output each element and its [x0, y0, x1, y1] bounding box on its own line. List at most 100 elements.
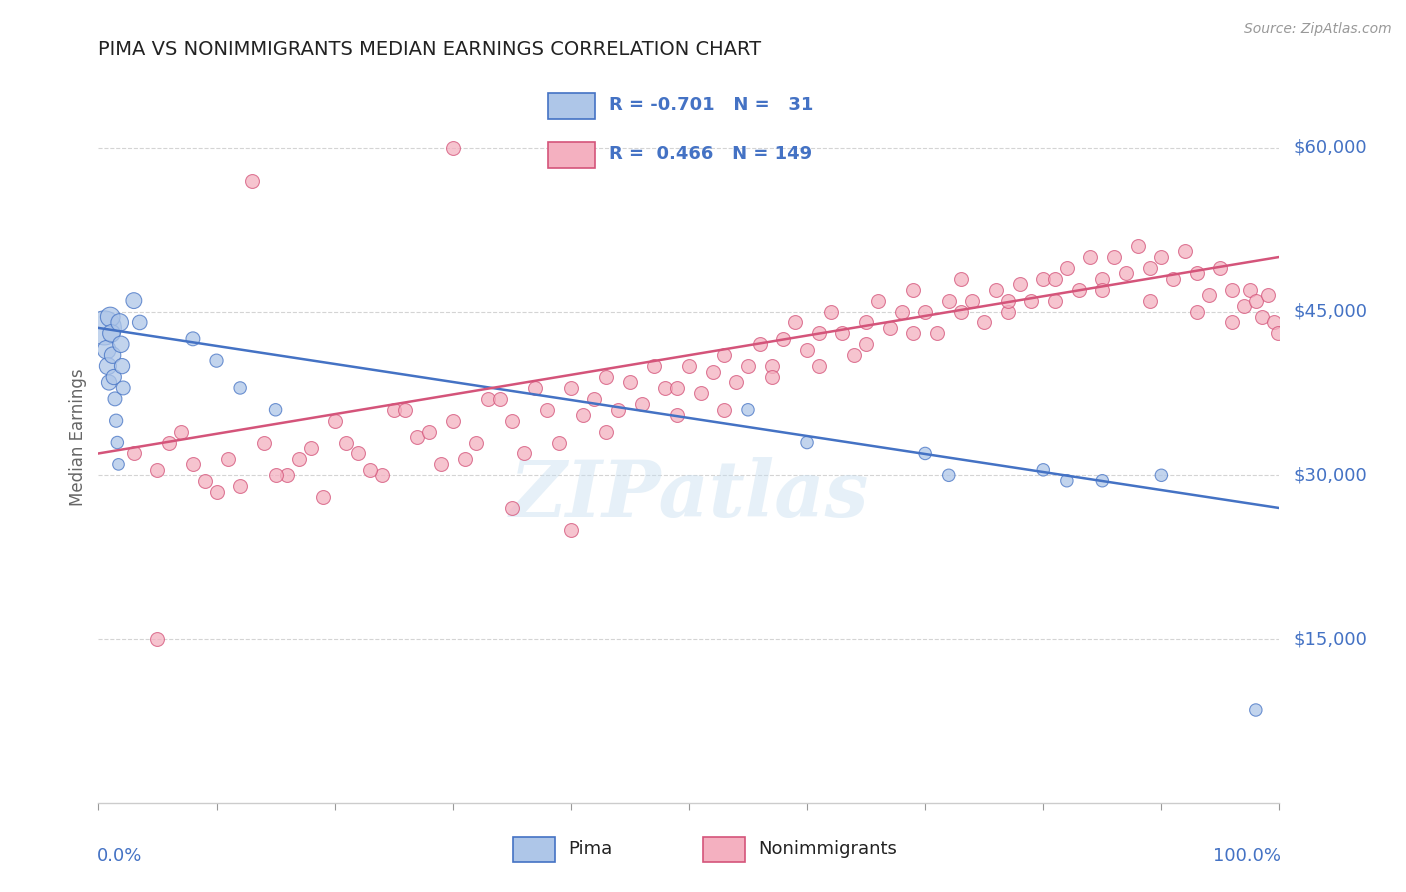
Point — [949, 304, 972, 318]
Point — [1056, 260, 1078, 275]
Point — [347, 446, 370, 460]
Point — [1139, 293, 1161, 308]
Point — [112, 381, 135, 395]
Point — [441, 141, 464, 155]
Point — [105, 435, 128, 450]
Point — [1233, 299, 1256, 313]
Point — [879, 321, 901, 335]
Point — [111, 359, 134, 373]
Point — [1209, 260, 1232, 275]
Point — [323, 414, 346, 428]
Point — [335, 435, 357, 450]
Point — [98, 376, 121, 390]
Point — [146, 632, 169, 646]
Point — [181, 458, 204, 472]
Point — [619, 376, 641, 390]
Point — [820, 304, 842, 318]
Point — [571, 409, 593, 423]
Point — [477, 392, 499, 406]
Point — [866, 293, 889, 308]
Point — [1080, 250, 1102, 264]
Point — [430, 458, 453, 472]
Point — [1244, 293, 1267, 308]
Point — [1032, 463, 1054, 477]
Point — [713, 348, 735, 362]
Point — [925, 326, 948, 341]
Point — [512, 446, 534, 460]
Point — [713, 402, 735, 417]
Point — [103, 370, 125, 384]
Point — [501, 414, 523, 428]
Point — [253, 435, 276, 450]
Point — [146, 463, 169, 477]
Point — [501, 501, 523, 516]
Point — [371, 468, 394, 483]
Point — [1102, 250, 1125, 264]
Point — [97, 359, 120, 373]
Text: 0.0%: 0.0% — [97, 847, 142, 864]
Point — [276, 468, 298, 483]
Point — [831, 326, 853, 341]
Point — [737, 359, 759, 373]
Point — [205, 484, 228, 499]
Point — [890, 304, 912, 318]
Point — [104, 392, 127, 406]
Point — [1220, 315, 1243, 329]
Point — [855, 315, 877, 329]
Point — [984, 283, 1007, 297]
Point — [997, 293, 1019, 308]
Point — [205, 353, 228, 368]
Text: 100.0%: 100.0% — [1212, 847, 1281, 864]
Bar — [703, 837, 745, 862]
Point — [96, 343, 118, 357]
Point — [666, 381, 689, 395]
Text: $45,000: $45,000 — [1294, 302, 1368, 320]
Point — [453, 451, 475, 466]
Point — [1185, 304, 1208, 318]
Point — [938, 293, 960, 308]
Point — [128, 315, 150, 329]
Point — [229, 381, 252, 395]
Point — [1220, 283, 1243, 297]
Point — [194, 474, 217, 488]
Point — [689, 386, 711, 401]
Point — [643, 359, 665, 373]
Point — [1198, 288, 1220, 302]
Point — [524, 381, 547, 395]
Point — [240, 173, 263, 187]
Point — [101, 348, 124, 362]
Point — [654, 381, 676, 395]
Point — [181, 332, 204, 346]
Point — [772, 332, 794, 346]
Text: ZIPatlas: ZIPatlas — [509, 458, 869, 533]
Point — [359, 463, 381, 477]
Point — [1067, 283, 1090, 297]
Bar — [548, 93, 595, 119]
Point — [1150, 468, 1173, 483]
Point — [748, 337, 770, 351]
Point — [536, 402, 558, 417]
Point — [785, 315, 807, 329]
Bar — [548, 143, 595, 168]
Point — [1043, 272, 1066, 286]
Point — [1263, 315, 1285, 329]
Point — [1056, 474, 1078, 488]
Text: $30,000: $30,000 — [1294, 467, 1367, 484]
Point — [938, 468, 960, 483]
Point — [1150, 250, 1173, 264]
Point — [110, 337, 132, 351]
Point — [903, 326, 925, 341]
Point — [418, 425, 440, 439]
Point — [702, 365, 724, 379]
Text: Source: ZipAtlas.com: Source: ZipAtlas.com — [1244, 22, 1392, 37]
Point — [560, 523, 582, 537]
Point — [382, 402, 405, 417]
Point — [1161, 272, 1184, 286]
Point — [264, 402, 287, 417]
Point — [489, 392, 512, 406]
Point — [666, 409, 689, 423]
Point — [973, 315, 995, 329]
Point — [1008, 277, 1031, 292]
Point — [441, 414, 464, 428]
Point — [1239, 283, 1261, 297]
